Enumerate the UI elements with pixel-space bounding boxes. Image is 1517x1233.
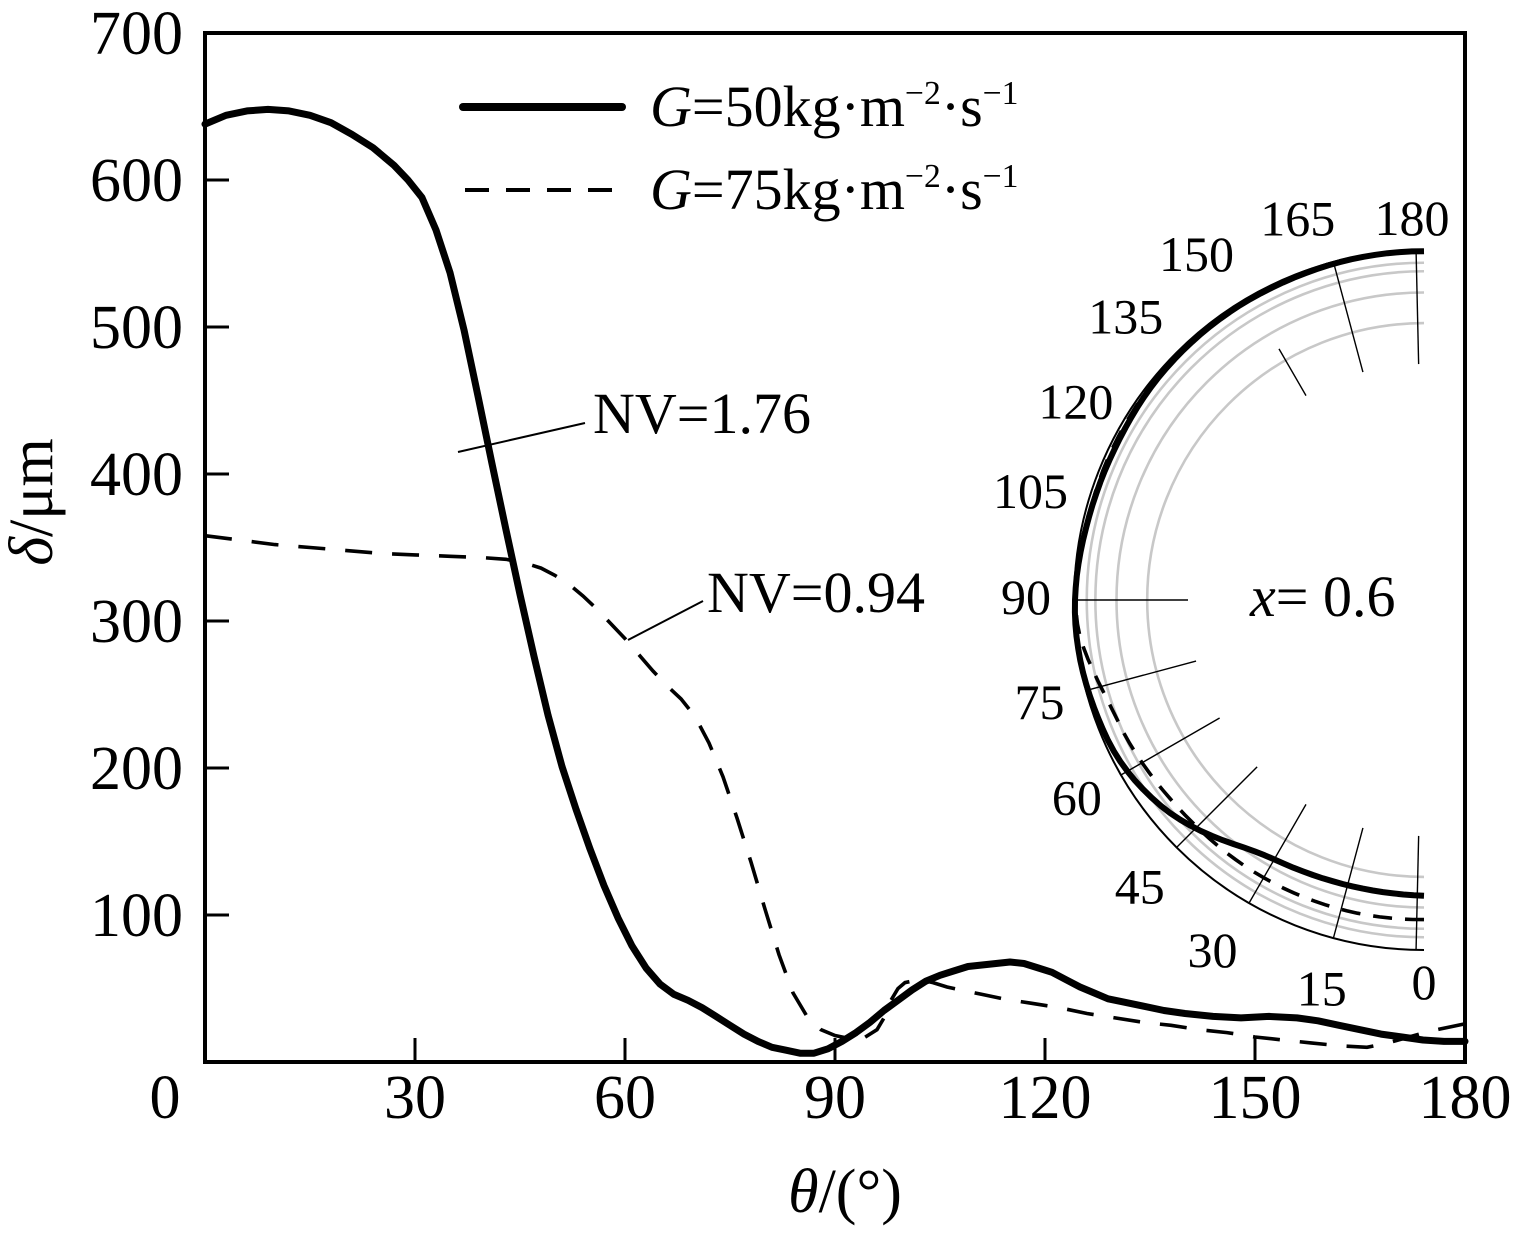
x-tick-label: 30 <box>384 1064 446 1132</box>
inset-angle-spoke <box>1278 348 1307 396</box>
inset-angle-label: 75 <box>1015 674 1065 730</box>
inset-angle-label: 90 <box>1001 569 1051 625</box>
y-axis-title: δ/μm <box>0 438 66 566</box>
inset-profile-G75-dashed <box>1073 250 1425 922</box>
y-tick-label: 400 <box>90 441 183 509</box>
annotation-leader <box>457 422 586 453</box>
inset-angle-label: 60 <box>1052 770 1102 826</box>
legend: G=50kg·m−2·s−1 G=75kg·m−2·s−1 <box>459 74 1018 222</box>
inset-angle-label: 45 <box>1115 858 1165 914</box>
inset-angle-label: 0 <box>1412 954 1437 1010</box>
curve-G75-dashed <box>204 533 1466 1050</box>
x-axis: 0 30 60 90 120 150 180 θ/(°) <box>150 1038 1512 1226</box>
legend-label-G50: G=50kg·m−2·s−1 <box>650 74 1018 139</box>
annotation-leader <box>627 600 704 641</box>
inset-angle-label: 15 <box>1297 961 1347 1017</box>
inset-angle-spoke <box>1120 717 1220 776</box>
inset-angle-label: 105 <box>993 463 1068 519</box>
x-tick-label: 120 <box>999 1064 1092 1132</box>
plot-frame <box>203 31 1467 1064</box>
plot-border <box>203 31 1467 1064</box>
x-tick-label: 90 <box>804 1064 866 1132</box>
y-tick-label: 600 <box>90 147 183 215</box>
y-axis: 100 200 300 400 500 600 700 δ/μm <box>0 0 229 950</box>
inset-angle-label: 120 <box>1038 374 1113 430</box>
inset-angle-label: 150 <box>1159 226 1234 282</box>
x-tick-label: 60 <box>594 1064 656 1132</box>
x-tick-label: 150 <box>1209 1064 1302 1132</box>
annotations: NV=1.76 NV=0.94 <box>457 381 925 641</box>
y-tick-label: 100 <box>90 882 183 950</box>
x-tick-label: 0 <box>150 1064 181 1132</box>
y-tick-label: 200 <box>90 735 183 803</box>
legend-label-G75: G=75kg·m−2·s−1 <box>650 157 1018 222</box>
inset-angle-spoke <box>1176 766 1258 848</box>
inset-angle-spoke <box>1085 660 1197 692</box>
data-series <box>201 105 1469 1057</box>
inset-angle-spoke <box>1415 250 1420 365</box>
annotation-label: NV=0.94 <box>707 560 925 625</box>
inset-angle-label: 30 <box>1188 922 1238 978</box>
curve-G50-solid <box>201 105 1469 1057</box>
inset-angle-label: 165 <box>1260 191 1335 247</box>
x-tick-label: 180 <box>1419 1064 1512 1132</box>
y-tick-label: 300 <box>90 588 183 656</box>
inset-angle-label: 180 <box>1375 190 1450 246</box>
y-tick-label: 700 <box>90 0 183 68</box>
inset-angle-label: 135 <box>1088 289 1163 345</box>
y-tick-label: 500 <box>90 294 183 362</box>
x-axis-title: θ/(°) <box>788 1158 902 1226</box>
annotation-label: NV=1.76 <box>593 381 811 446</box>
inset-quality-label: x= 0.6 <box>1249 564 1395 629</box>
inset-angle-spoke <box>1332 261 1364 373</box>
inset-angle-spoke <box>1248 804 1307 904</box>
